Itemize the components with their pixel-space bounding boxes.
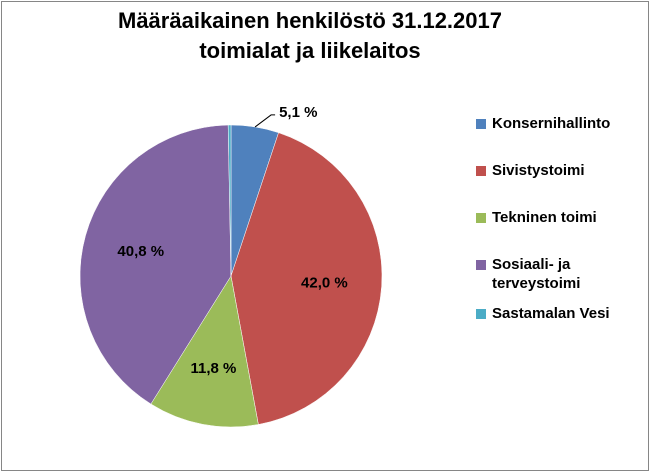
legend-label: Tekninen toimi xyxy=(492,209,597,226)
legend-item-1: Konsernihallinto xyxy=(476,114,642,133)
legend-swatch xyxy=(476,119,486,129)
legend-label: Konsernihallinto xyxy=(492,115,611,132)
chart-title-block: Määräaikainen henkilöstö 31.12.2017 toim… xyxy=(0,6,620,66)
legend-swatch xyxy=(476,309,486,319)
data-label-4: 40,8 % xyxy=(117,243,164,260)
pie-slice-4 xyxy=(79,124,232,405)
data-label-3: 11,8 % xyxy=(191,360,237,377)
legend-item-3: Tekninen toimi xyxy=(476,208,642,227)
legend-label: Sastamalan Vesi xyxy=(492,305,610,322)
legend-swatch xyxy=(476,260,486,270)
chart-title: Määräaikainen henkilöstö 31.12.2017 xyxy=(118,8,502,33)
legend-swatch xyxy=(476,213,486,223)
pie-slice-3 xyxy=(150,275,259,428)
legend-item-2: Sivistystoimi xyxy=(476,161,642,180)
chart-subtitle: toimialat ja liikelaitos xyxy=(199,38,421,63)
pie-slice-2 xyxy=(230,132,383,425)
leader-line-1 xyxy=(254,114,276,128)
legend-label: Sivistystoimi xyxy=(492,162,585,179)
legend-label: Sosiaali- ja terveystoimi xyxy=(492,256,581,292)
legend-swatch xyxy=(476,166,486,176)
data-label-1: 5,1 % xyxy=(279,104,317,121)
data-label-2: 42,0 % xyxy=(301,274,348,291)
legend-item-5: Sastamalan Vesi xyxy=(476,304,642,323)
legend-item-4: Sosiaali- ja terveystoimi xyxy=(476,255,642,293)
pie-slice-5 xyxy=(227,124,232,277)
